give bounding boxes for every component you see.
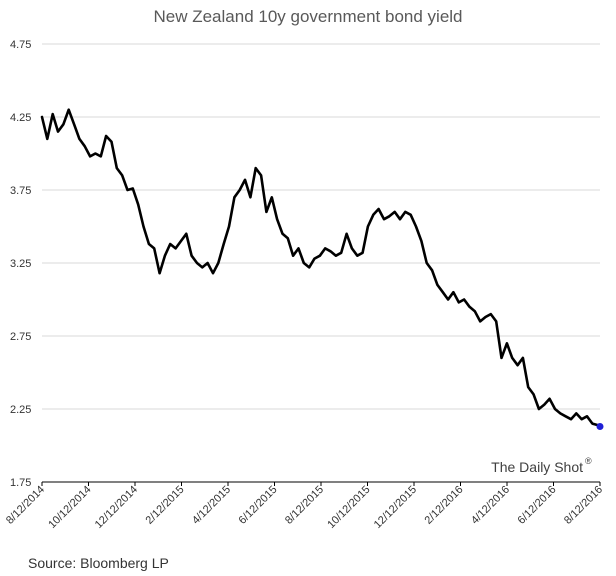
x-axis-ticks: 8/12/2014 10/12/2014 12/12/2014 2/12/2015 4/… — [4, 482, 605, 531]
yield-series-line — [40, 108, 602, 428]
x-tick-label: 6/12/2016 — [516, 484, 559, 527]
y-tick-label: 3.25 — [10, 258, 31, 270]
x-tick-label: 12/12/2014 — [93, 484, 140, 531]
y-tick-label: 4.25 — [10, 112, 31, 124]
y-tick-label: 2.25 — [10, 404, 31, 416]
y-tick-label: 4.75 — [10, 39, 31, 51]
source-note: Source: Bloomberg LP — [28, 555, 169, 571]
y-axis-ticks: 4.75 4.25 3.75 3.25 2.75 2.25 1.75 — [10, 39, 31, 489]
x-tick-label: 10/12/2015 — [325, 484, 372, 531]
x-tick-label: 6/12/2015 — [237, 484, 280, 527]
x-tick-label: 4/12/2016 — [469, 484, 512, 527]
chart-title: New Zealand 10y government bond yield — [153, 7, 462, 26]
y-tick-label: 3.75 — [10, 185, 31, 197]
last-value-marker — [596, 423, 604, 431]
y-tick-label: 1.75 — [10, 477, 31, 489]
watermark-text: The Daily Shot — [491, 459, 583, 475]
gridlines — [42, 43, 600, 410]
x-tick-label: 4/12/2015 — [190, 484, 233, 527]
x-tick-label: 8/12/2015 — [283, 484, 326, 527]
x-tick-label: 10/12/2014 — [46, 484, 93, 531]
y-tick-label: 2.75 — [10, 331, 31, 343]
x-tick-label: 2/12/2016 — [423, 484, 466, 527]
x-tick-label: 12/12/2015 — [372, 484, 419, 531]
watermark-registered: ® — [585, 456, 592, 466]
x-tick-label: 8/12/2016 — [562, 484, 605, 527]
x-tick-label: 2/12/2015 — [144, 484, 187, 527]
x-tick-label: 8/12/2014 — [4, 484, 47, 527]
